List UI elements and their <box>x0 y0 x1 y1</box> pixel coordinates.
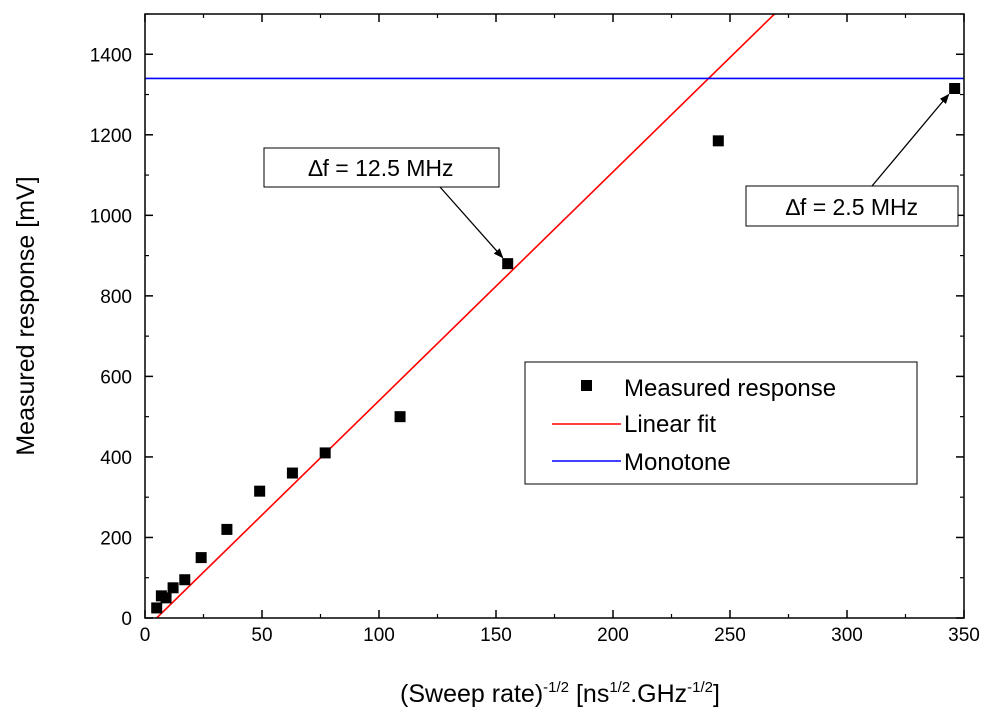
legend-marker-measured <box>581 380 592 391</box>
legend-label-measured: Measured response <box>624 375 836 402</box>
annotation-text: ∆f = 12.5 MHz <box>308 155 453 181</box>
data-point <box>167 582 179 594</box>
x-tick-label: 200 <box>597 625 629 646</box>
data-point <box>949 82 961 94</box>
annotation-arrow <box>871 93 950 187</box>
x-tick-label: 300 <box>831 625 863 646</box>
annotation-box <box>745 185 959 227</box>
legend-label-linear-fit: Linear fit <box>624 411 716 438</box>
y-axis-title: Measured response [mV] <box>12 176 40 455</box>
data-point <box>712 135 724 147</box>
y-tick-label: 600 <box>100 367 132 388</box>
x-axis-title-unit2-sup: -1/2 <box>687 679 713 696</box>
data-point <box>151 602 163 614</box>
x-tick-label: 250 <box>714 625 746 646</box>
linear-fit-line <box>156 14 776 618</box>
data-point <box>319 447 331 459</box>
legend: Measured response Linear fit Monotone <box>524 361 918 485</box>
y-tick-label: 1400 <box>90 45 132 66</box>
x-tick-label: 100 <box>363 625 395 646</box>
x-tick-label: 150 <box>480 625 512 646</box>
x-axis-title-base: (Sweep rate) <box>400 680 543 708</box>
y-tick-label: 1200 <box>90 126 132 147</box>
y-tick-label: 800 <box>100 287 132 308</box>
y-tick-label: 1000 <box>90 206 132 227</box>
y-tick-label: 200 <box>100 528 132 549</box>
annotation-12-5mhz: ∆f = 12.5 MHz <box>263 147 504 259</box>
y-tick-label: 0 <box>121 609 132 630</box>
y-tick-label: 400 <box>100 448 132 469</box>
x-tick-label: 50 <box>251 625 272 646</box>
data-point <box>195 552 207 564</box>
data-point <box>394 411 406 423</box>
x-axis-title-mid: .GHz <box>630 680 687 708</box>
annotation-2-5mhz: ∆f = 2.5 MHz <box>745 93 959 227</box>
x-axis-title-bracket-open: [ns <box>569 680 609 708</box>
data-point <box>179 574 191 586</box>
x-axis-title: (Sweep rate)-1/2 [ns1/2.GHz-1/2] <box>400 679 720 708</box>
x-axis-title-unit1-sup: 1/2 <box>609 679 630 696</box>
data-point <box>502 258 514 270</box>
x-tick-label: 0 <box>140 625 151 646</box>
annotation-box <box>263 147 500 188</box>
legend-label-monotone: Monotone <box>624 449 731 476</box>
data-point <box>160 592 172 604</box>
x-axis-title-bracket-close: ] <box>713 680 720 708</box>
x-axis-title-base-sup: -1/2 <box>543 679 569 696</box>
data-point <box>254 485 266 497</box>
plot-frame <box>144 13 965 619</box>
data-point <box>286 467 298 479</box>
x-tick-label: 350 <box>948 625 980 646</box>
annotation-arrow <box>439 186 504 259</box>
annotation-text: ∆f = 2.5 MHz <box>786 194 918 220</box>
data-point <box>221 523 233 535</box>
